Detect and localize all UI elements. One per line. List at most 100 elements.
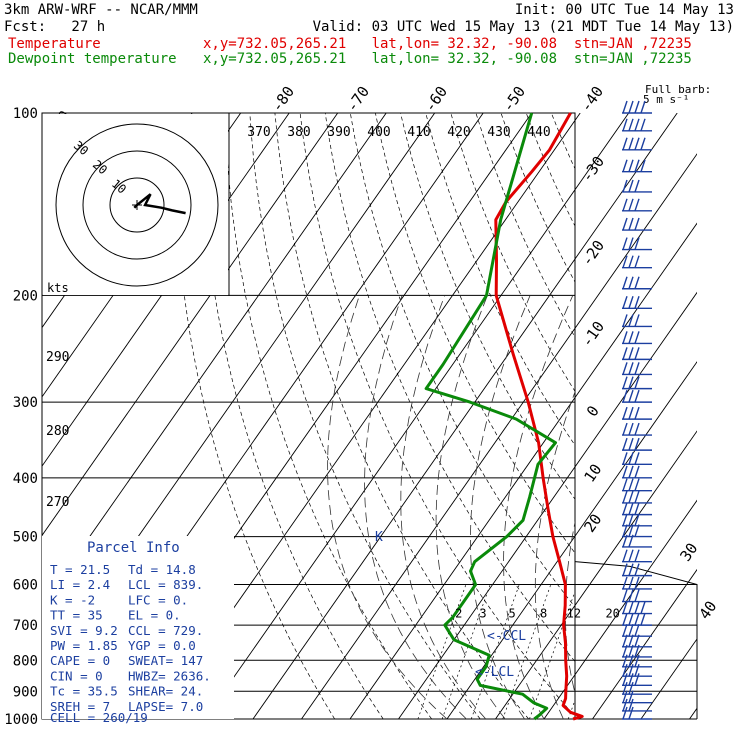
theta-left-label-280: 280 bbox=[46, 424, 69, 439]
parcel-info-right-2: LFC = 0. bbox=[128, 592, 188, 607]
init-time: Init: 00 UTC Tue 14 May 13 bbox=[514, 2, 734, 18]
parcel-info-left-0: T = 21.5 bbox=[50, 562, 110, 577]
parcel-info-left-5: PW = 1.85 bbox=[50, 638, 118, 653]
isotherm-label-30: 30 bbox=[676, 540, 701, 565]
parcel-info-left-7: CIN = 0 bbox=[50, 668, 103, 683]
wind-barb-flag bbox=[628, 478, 634, 491]
wind-barb bbox=[622, 406, 652, 420]
mixing-ratio-3 bbox=[441, 584, 491, 719]
wind-barb bbox=[622, 563, 652, 577]
wind-barb bbox=[622, 217, 652, 231]
wind-barb-flag bbox=[640, 100, 646, 114]
dry-adiabat-310 bbox=[324, 113, 575, 663]
wind-barb-flag bbox=[634, 490, 640, 504]
wind-barb-flag bbox=[634, 478, 640, 491]
mixing-ratio-label-2: 2 bbox=[455, 606, 462, 620]
dewpoint-profile bbox=[424, 112, 557, 721]
wind-barb-flag bbox=[628, 465, 634, 479]
wind-barb-flag bbox=[622, 276, 628, 289]
wind-barb bbox=[622, 589, 652, 603]
pressure-label-800: 800 bbox=[13, 653, 38, 669]
wind-barb-flag bbox=[622, 513, 628, 527]
wind-barb bbox=[622, 376, 652, 390]
parcel-info-cell: CELL = 260/19 bbox=[50, 710, 148, 725]
wind-barb-flag bbox=[634, 347, 640, 360]
wind-barb-flag bbox=[634, 589, 640, 602]
wind-barb-flag bbox=[622, 347, 628, 360]
wind-barb bbox=[622, 690, 652, 704]
lcl-label: <-LCL bbox=[475, 665, 514, 680]
wind-barb-flag bbox=[622, 673, 628, 686]
wind-barb bbox=[622, 681, 652, 695]
wind-barb-flag bbox=[622, 422, 628, 436]
isotherm-label--40: -40 bbox=[577, 83, 607, 116]
wind-barb bbox=[622, 137, 652, 151]
wind-barb-flag bbox=[634, 576, 640, 590]
mixing-ratio-2 bbox=[417, 584, 467, 719]
isotherm-label--70: -70 bbox=[343, 83, 373, 116]
wind-barb-flag bbox=[622, 406, 628, 420]
wind-barb bbox=[622, 576, 652, 590]
wind-barb-flag bbox=[634, 118, 640, 132]
isotherm--110 bbox=[42, 113, 339, 537]
wind-barb-flag bbox=[634, 314, 640, 327]
moist-adiabat-4 bbox=[469, 295, 531, 719]
mixing-ratio-12 bbox=[529, 590, 575, 719]
wind-barb-flag bbox=[628, 100, 634, 114]
wind-barb-flag bbox=[628, 681, 634, 695]
mixing-ratio-lines bbox=[417, 584, 575, 719]
wind-barb-flag bbox=[628, 623, 634, 637]
wind-barb-flag bbox=[622, 576, 628, 590]
wind-barb-flag bbox=[628, 276, 634, 289]
wind-barb bbox=[622, 465, 652, 479]
wind-barb-flag bbox=[622, 623, 628, 637]
isotherm-30 bbox=[592, 568, 697, 719]
wind-barb-flag bbox=[640, 137, 646, 151]
wind-barb bbox=[622, 612, 652, 626]
hodograph-unit-label: kts bbox=[47, 281, 69, 295]
wind-barb-flag bbox=[634, 623, 640, 637]
wind-barb-flag bbox=[622, 255, 628, 268]
wind-barb-flag bbox=[628, 296, 634, 309]
wind-barb-flag bbox=[628, 524, 634, 537]
mixing-ratio-label-8: 8 bbox=[540, 606, 547, 620]
wind-barb bbox=[622, 502, 652, 516]
wind-barb-flag bbox=[628, 137, 634, 151]
wind-barb-flag bbox=[634, 237, 640, 250]
hodograph-ring-20 bbox=[82, 150, 192, 260]
isotherm-label-10: 10 bbox=[580, 461, 605, 486]
parcel-info-right-3: EL = 0. bbox=[128, 608, 181, 623]
wind-barb bbox=[622, 478, 652, 492]
wind-barb-flag bbox=[628, 406, 634, 420]
dry-adiabat-400 bbox=[550, 113, 575, 170]
theta-label-410: 410 bbox=[407, 125, 430, 140]
parcel-info-title: Parcel Info bbox=[87, 540, 180, 556]
parcel-info-right-9: LAPSE= 7.0 bbox=[128, 699, 203, 714]
theta-label-380: 380 bbox=[287, 125, 310, 140]
isotherm-label--30: -30 bbox=[578, 153, 608, 186]
pressure-label-900: 900 bbox=[13, 684, 38, 700]
wind-barb bbox=[622, 314, 652, 328]
wind-barb bbox=[622, 198, 652, 212]
parcel-info-right-5: YGP = 0.0 bbox=[128, 638, 196, 653]
moist-adiabat-1 bbox=[364, 295, 467, 719]
wind-barb-flag bbox=[622, 690, 628, 703]
dry-adiabat-450 bbox=[677, 113, 740, 719]
dry-adiabat-440 bbox=[652, 113, 740, 719]
wind-barb-key-title: Full barb: bbox=[645, 83, 711, 96]
wind-barb bbox=[622, 389, 652, 403]
dry-adiabat-330 bbox=[375, 113, 575, 554]
wind-barb-flag bbox=[628, 706, 634, 720]
wind-barb bbox=[622, 623, 652, 637]
wind-barb-flag bbox=[622, 137, 628, 151]
pressure-label-200: 200 bbox=[13, 288, 38, 304]
wind-barb-flag bbox=[622, 437, 628, 451]
wind-barb-flag bbox=[634, 100, 640, 114]
pressure-label-100: 100 bbox=[13, 106, 38, 122]
wind-barb bbox=[622, 706, 652, 720]
dry-adiabat-420 bbox=[602, 113, 740, 719]
wind-barb bbox=[622, 490, 652, 504]
isotherm--50 bbox=[204, 113, 630, 719]
wind-barb-flag bbox=[628, 513, 634, 527]
